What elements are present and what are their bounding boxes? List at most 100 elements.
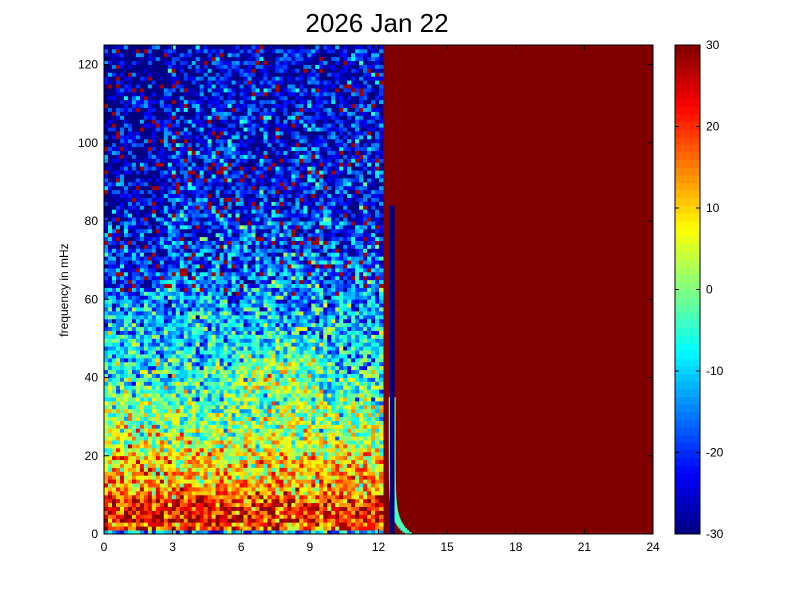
heatmap-cell: [179, 213, 185, 218]
heatmap-cell: [183, 463, 189, 468]
heatmap-cell: [255, 373, 260, 378]
heatmap-cell: [223, 373, 228, 378]
heatmap-cell: [231, 166, 236, 171]
heatmap-cell: [159, 322, 165, 328]
heatmap-cell: [195, 506, 201, 511]
heatmap-cell: [131, 408, 137, 414]
heatmap-cell: [195, 150, 201, 155]
heatmap-cell: [215, 342, 221, 347]
heatmap-cell: [104, 514, 109, 519]
heatmap-cell: [215, 393, 221, 398]
heatmap-cell: [243, 420, 248, 425]
heatmap-cell: [163, 357, 169, 363]
heatmap-cell: [115, 381, 121, 386]
heatmap-cell: [195, 119, 201, 124]
heatmap-cell: [119, 76, 125, 81]
heatmap-cell: [243, 256, 248, 261]
heatmap-cell: [231, 72, 236, 77]
heatmap-cell: [143, 526, 149, 531]
heatmap-cell: [247, 138, 252, 144]
heatmap-cell: [171, 197, 177, 202]
heatmap-cell: [207, 506, 213, 511]
heatmap-cell: [104, 385, 109, 390]
heatmap-cell: [147, 291, 153, 296]
heatmap-cell: [167, 91, 173, 97]
heatmap-cell: [183, 99, 189, 105]
heatmap-cell: [215, 221, 221, 226]
heatmap-cell: [235, 416, 240, 421]
heatmap-cell: [155, 193, 161, 198]
heatmap-cell: [155, 447, 161, 453]
heatmap-cell: [183, 451, 189, 457]
heatmap-cell: [231, 197, 236, 202]
heatmap-cell: [107, 287, 113, 292]
heatmap-cell: [247, 455, 252, 461]
heatmap-cell: [151, 88, 157, 93]
heatmap-cell: [247, 311, 252, 316]
heatmap-cell: [227, 303, 232, 308]
heatmap-cell: [199, 444, 205, 449]
heatmap-cell: [155, 400, 161, 406]
heatmap-cell: [255, 416, 260, 421]
heatmap-cell: [167, 463, 173, 468]
heatmap-cell: [151, 530, 157, 535]
heatmap-cell: [219, 307, 225, 312]
heatmap-cell: [203, 240, 209, 245]
heatmap-cell: [183, 72, 189, 77]
heatmap-cell: [104, 228, 109, 234]
heatmap-cell: [155, 84, 161, 89]
heatmap-cell: [247, 232, 252, 238]
heatmap-cell: [187, 271, 193, 277]
heatmap-cell: [179, 350, 185, 355]
heatmap-cell: [243, 80, 248, 85]
heatmap-cell: [111, 236, 117, 241]
heatmap-cell: [143, 494, 149, 500]
heatmap-cell: [207, 393, 213, 398]
heatmap-cell: [139, 162, 145, 167]
heatmap-cell: [247, 52, 252, 58]
heatmap-cell: [207, 330, 213, 335]
heatmap-cell: [235, 467, 240, 472]
heatmap-cell: [227, 467, 232, 472]
heatmap-cell: [123, 84, 129, 89]
heatmap-cell: [107, 264, 113, 269]
heatmap-cell: [247, 134, 252, 140]
heatmap-cell: [155, 338, 161, 343]
heatmap-cell: [247, 84, 252, 89]
heatmap-cell: [143, 440, 149, 445]
heatmap-cell: [115, 314, 121, 320]
heatmap-cell: [163, 142, 169, 148]
heatmap-cell: [151, 479, 157, 484]
heatmap-cell: [123, 522, 129, 527]
heatmap-cell: [183, 45, 189, 50]
heatmap-cell: [163, 420, 169, 425]
heatmap-cell: [111, 385, 117, 390]
heatmap-cell: [243, 221, 248, 226]
heatmap-cell: [207, 224, 213, 230]
heatmap-cell: [191, 174, 197, 179]
heatmap-cell: [131, 314, 137, 320]
heatmap-cell: [259, 217, 264, 222]
heatmap-cell: [163, 189, 169, 195]
heatmap-cell: [179, 440, 185, 445]
heatmap-cell: [175, 123, 181, 128]
heatmap-cell: [219, 318, 225, 324]
heatmap-cell: [215, 56, 221, 62]
heatmap-cell: [207, 103, 213, 108]
heatmap-cell: [167, 189, 173, 195]
heatmap-cell: [239, 342, 244, 347]
heatmap-cell: [187, 205, 193, 210]
heatmap-cell: [139, 236, 145, 241]
heatmap-cell: [203, 162, 209, 167]
heatmap-cell: [187, 123, 193, 128]
heatmap-cell: [139, 228, 145, 234]
heatmap-cell: [251, 311, 256, 316]
heatmap-cell: [147, 248, 153, 253]
heatmap-cell: [111, 68, 117, 73]
heatmap-cell: [199, 174, 205, 179]
heatmap-cell: [211, 526, 217, 531]
heatmap-cell: [227, 68, 232, 73]
heatmap-cell: [139, 420, 145, 425]
heatmap-cell: [175, 138, 181, 144]
heatmap-cell: [123, 400, 129, 406]
